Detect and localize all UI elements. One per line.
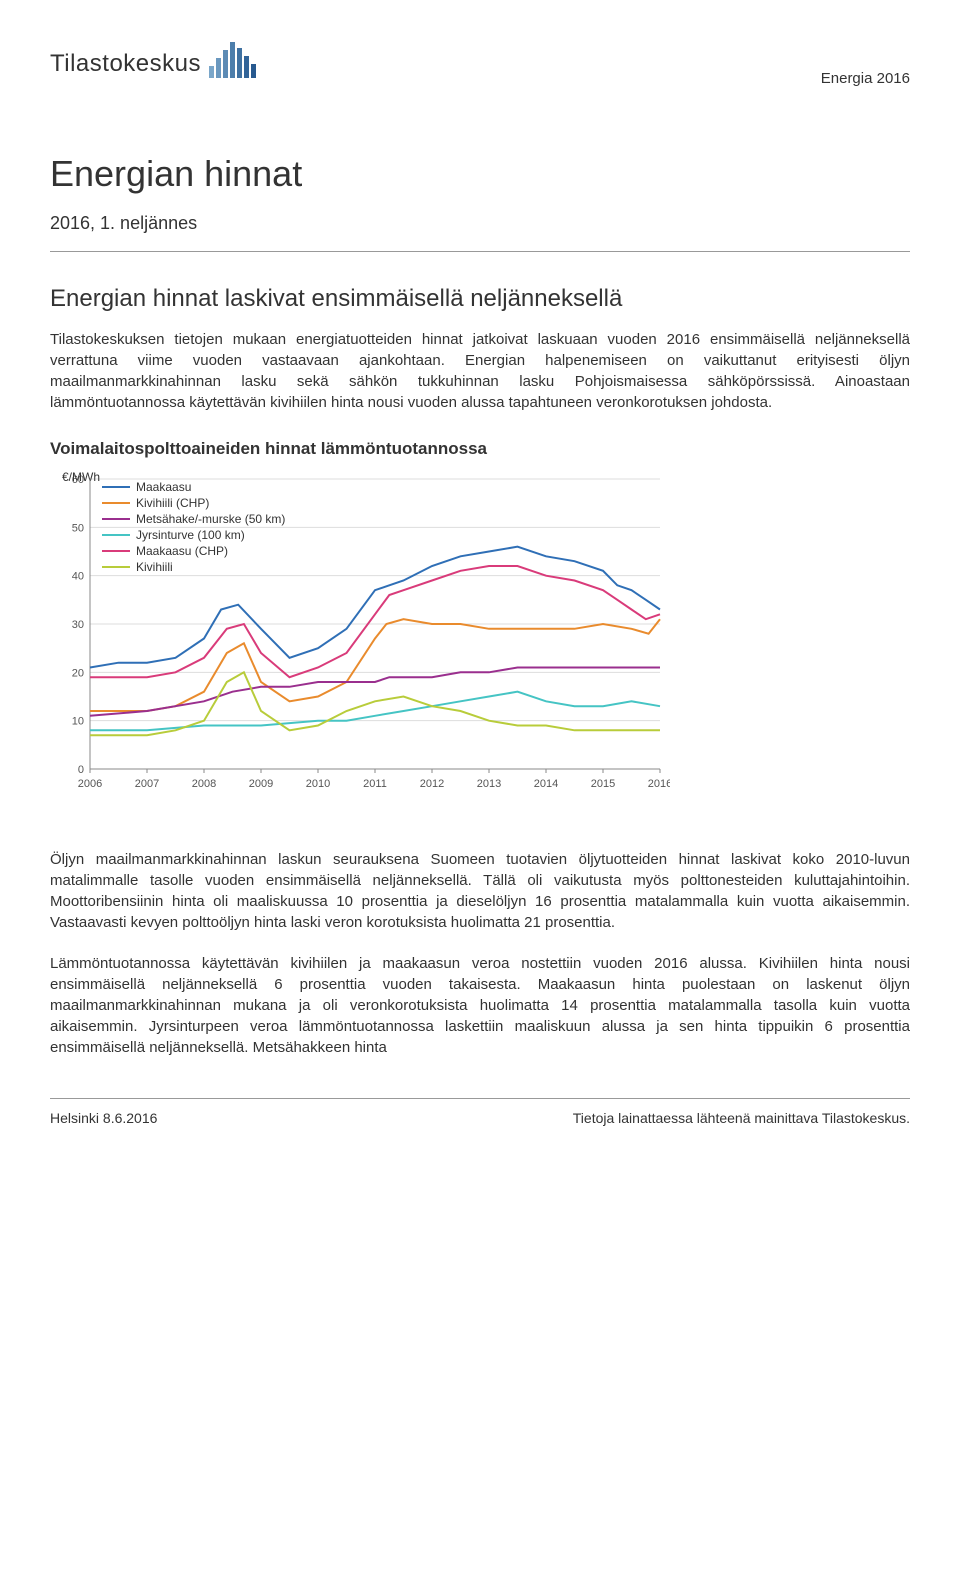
svg-text:30: 30 <box>72 619 84 631</box>
svg-text:50: 50 <box>72 522 84 534</box>
svg-text:Maakaasu: Maakaasu <box>136 480 191 494</box>
svg-text:Kivihiili: Kivihiili <box>136 560 173 574</box>
svg-text:2015: 2015 <box>591 778 615 790</box>
footer-right: Tietoja lainattaessa lähteenä mainittava… <box>573 1109 910 1129</box>
svg-text:2008: 2008 <box>192 778 216 790</box>
category-label: Energia 2016 <box>821 40 910 89</box>
svg-text:2014: 2014 <box>534 778 558 790</box>
svg-text:40: 40 <box>72 571 84 583</box>
svg-text:Metsähake/-murske (50 km): Metsähake/-murske (50 km) <box>136 512 285 526</box>
svg-text:Jyrsinturve (100 km): Jyrsinturve (100 km) <box>136 528 245 542</box>
svg-text:Maakaasu (CHP): Maakaasu (CHP) <box>136 544 228 558</box>
svg-text:0: 0 <box>78 764 84 776</box>
svg-text:2016: 2016 <box>648 778 670 790</box>
chart-container: 0102030405060€/MWh2006200720082009201020… <box>50 469 910 809</box>
bars-icon <box>209 40 261 88</box>
svg-text:Kivihiili (CHP): Kivihiili (CHP) <box>136 496 209 510</box>
svg-text:2006: 2006 <box>78 778 102 790</box>
body-paragraph-2: Lämmöntuotannossa käytettävän kivihiilen… <box>50 953 910 1058</box>
chart-title: Voimalaitospolttoaineiden hinnat lämmönt… <box>50 437 910 461</box>
svg-text:2011: 2011 <box>363 778 387 790</box>
svg-text:2010: 2010 <box>306 778 330 790</box>
intro-heading: Energian hinnat laskivat ensimmäisellä n… <box>50 282 910 316</box>
brand-logo: Tilastokeskus <box>50 40 261 88</box>
page-subtitle: 2016, 1. neljännes <box>50 211 910 236</box>
footer-left: Helsinki 8.6.2016 <box>50 1109 157 1129</box>
svg-text:2007: 2007 <box>135 778 159 790</box>
footer: Helsinki 8.6.2016 Tietoja lainattaessa l… <box>50 1098 910 1129</box>
page-title: Energian hinnat <box>50 149 910 199</box>
divider <box>50 251 910 252</box>
svg-text:2012: 2012 <box>420 778 444 790</box>
header-row: Tilastokeskus Energia 2016 <box>50 40 910 89</box>
line-chart: 0102030405060€/MWh2006200720082009201020… <box>50 469 670 809</box>
intro-paragraph: Tilastokeskuksen tietojen mukaan energia… <box>50 329 910 413</box>
svg-text:20: 20 <box>72 667 84 679</box>
body-paragraph-1: Öljyn maailmanmarkkinahinnan laskun seur… <box>50 849 910 933</box>
svg-text:2009: 2009 <box>249 778 273 790</box>
brand-name: Tilastokeskus <box>50 47 201 81</box>
svg-text:2013: 2013 <box>477 778 501 790</box>
svg-text:€/MWh: €/MWh <box>62 470 100 484</box>
svg-text:10: 10 <box>72 716 84 728</box>
